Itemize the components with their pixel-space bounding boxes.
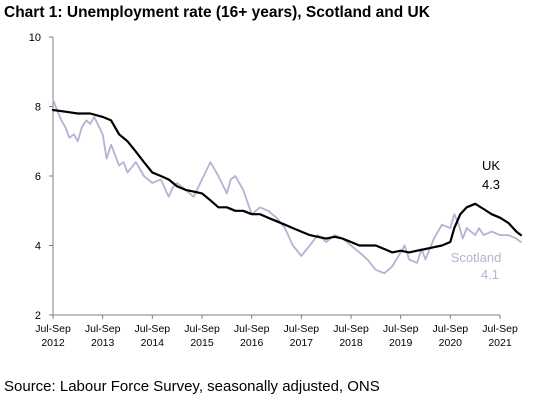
chart-title: Chart 1: Unemployment rate (16+ years), … [4,4,430,21]
y-tick-label: 4 [35,241,41,253]
line-chart: 2 4 6 8 10 Jul-Sep 2012 Jul-Sep 2013 Jul-Sep 2014 J… [29,32,522,349]
x-tick-label: 2020 [439,337,463,349]
series-line-uk [51,108,522,254]
chart-lines [51,98,522,275]
y-tick-label: 10 [29,32,41,44]
x-tick-label: 2016 [240,337,264,349]
x-tick-label: Jul-Sep [135,323,171,335]
x-tick-label: Jul-Sep [85,323,121,335]
chart-ticks: 2 4 6 8 10 Jul-Sep 2012 Jul-Sep 2013 Jul-Sep 2014 J… [29,32,518,349]
y-tick-label: 6 [35,171,41,183]
x-tick-label: 2015 [190,337,214,349]
x-tick-label: Jul-Sep [184,323,220,335]
x-tick-label: 2021 [488,337,512,349]
x-tick-label: 2014 [141,337,165,349]
x-tick-label: 2013 [91,337,115,349]
x-tick-label: Jul-Sep [284,323,320,335]
uk-latest-value-label: 4.3 [482,177,500,192]
series-line-scotland [52,98,522,275]
uk-series-label: UK [482,158,500,173]
scotland-latest-value-label: 4.1 [481,267,499,282]
y-tick-label: 8 [35,102,41,114]
x-tick-label: 2019 [389,337,413,349]
x-tick-label: 2018 [339,337,363,349]
x-tick-label: Jul-Sep [234,323,270,335]
source-note: Source: Labour Force Survey, seasonally … [4,378,380,395]
x-tick-label: Jul-Sep [35,323,71,335]
y-tick-label: 2 [35,310,41,322]
x-tick-label: Jul-Sep [333,323,369,335]
x-tick-label: Jul-Sep [383,323,419,335]
series-labels: UK 4.3 Scotland 4.1 [451,158,502,282]
x-tick-label: Jul-Sep [482,323,518,335]
x-tick-label: Jul-Sep [433,323,469,335]
x-tick-label: 2012 [41,337,65,349]
chart-axes [52,37,500,316]
x-tick-label: 2017 [290,337,314,349]
scotland-series-label: Scotland [451,250,502,265]
